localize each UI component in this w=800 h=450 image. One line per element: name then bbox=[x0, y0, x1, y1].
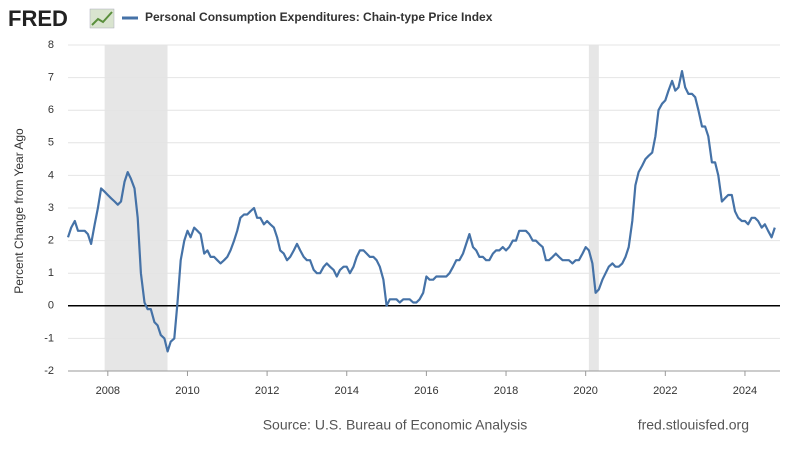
x-tick-label: 2010 bbox=[175, 385, 199, 397]
y-tick-label: 1 bbox=[48, 267, 54, 279]
x-tick-label: 2018 bbox=[494, 385, 518, 397]
x-tick-label: 2008 bbox=[96, 385, 120, 397]
site-url: fred.stlouisfed.org bbox=[638, 417, 749, 433]
y-tick-label: 2 bbox=[48, 235, 54, 247]
logo-icon bbox=[89, 8, 115, 29]
x-tick-label: 2016 bbox=[414, 385, 438, 397]
x-tick-label: 2022 bbox=[653, 385, 677, 397]
y-axis-label: Percent Change from Year Ago bbox=[12, 128, 26, 294]
y-tick-label: 5 bbox=[48, 137, 54, 149]
y-tick-label: -1 bbox=[44, 332, 54, 344]
series-line bbox=[66, 70, 776, 353]
y-tick-label: 3 bbox=[48, 202, 54, 214]
y-tick-label: 7 bbox=[48, 72, 54, 84]
x-tick-label: 2012 bbox=[255, 385, 279, 397]
legend-label: Personal Consumption Expenditures: Chain… bbox=[145, 10, 493, 24]
y-tick-label: 8 bbox=[48, 39, 54, 51]
y-tick-label: 6 bbox=[48, 104, 54, 116]
y-tick-label: 4 bbox=[48, 169, 54, 181]
x-tick-label: 2024 bbox=[733, 385, 757, 397]
x-tick-label: 2020 bbox=[573, 385, 597, 397]
y-tick-label: -2 bbox=[44, 365, 54, 377]
x-tick-label: 2014 bbox=[335, 385, 359, 397]
source: Source: U.S. Bureau of Economic Analysis bbox=[263, 417, 528, 433]
brand-logo: FRED bbox=[8, 6, 68, 31]
y-tick-label: 0 bbox=[48, 300, 54, 312]
